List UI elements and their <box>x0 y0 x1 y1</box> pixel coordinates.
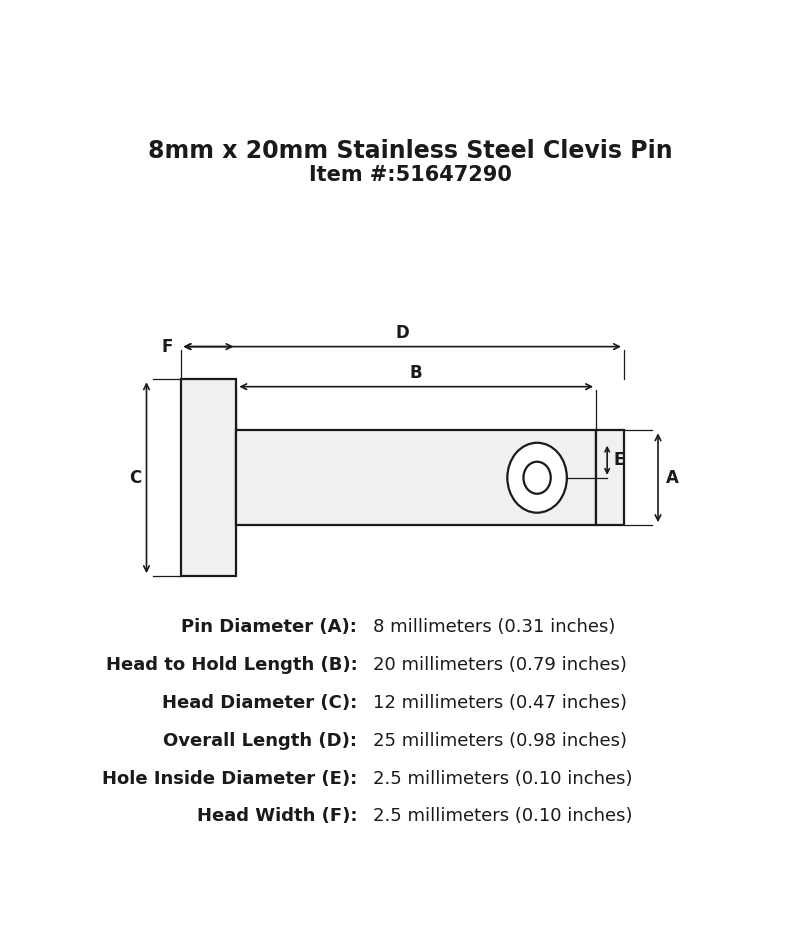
Text: C: C <box>130 468 142 487</box>
Text: 20 millimeters (0.79 inches): 20 millimeters (0.79 inches) <box>373 656 626 674</box>
Text: Head to Hold Length (B):: Head to Hold Length (B): <box>106 656 358 674</box>
Text: B: B <box>410 364 422 382</box>
Text: D: D <box>395 324 409 342</box>
Bar <box>181 379 237 576</box>
Text: 8mm x 20mm Stainless Steel Clevis Pin: 8mm x 20mm Stainless Steel Clevis Pin <box>148 139 672 163</box>
Bar <box>596 430 624 525</box>
Circle shape <box>507 443 567 513</box>
Text: 2.5 millimeters (0.10 inches): 2.5 millimeters (0.10 inches) <box>373 808 632 826</box>
Text: A: A <box>666 468 678 487</box>
Text: Item #:51647290: Item #:51647290 <box>309 165 511 184</box>
Text: 25 millimeters (0.98 inches): 25 millimeters (0.98 inches) <box>373 731 627 749</box>
Circle shape <box>523 462 550 494</box>
Text: Head Width (F):: Head Width (F): <box>197 808 358 826</box>
Text: E: E <box>614 451 625 469</box>
Text: Overall Length (D):: Overall Length (D): <box>163 731 358 749</box>
Text: 8 millimeters (0.31 inches): 8 millimeters (0.31 inches) <box>373 618 615 636</box>
Bar <box>237 430 596 525</box>
Text: Pin Diameter (A):: Pin Diameter (A): <box>182 618 358 636</box>
Text: Hole Inside Diameter (E):: Hole Inside Diameter (E): <box>102 769 358 788</box>
Text: F: F <box>162 338 173 356</box>
Text: 2.5 millimeters (0.10 inches): 2.5 millimeters (0.10 inches) <box>373 769 632 788</box>
Text: 12 millimeters (0.47 inches): 12 millimeters (0.47 inches) <box>373 693 627 711</box>
Text: Head Diameter (C):: Head Diameter (C): <box>162 693 358 711</box>
